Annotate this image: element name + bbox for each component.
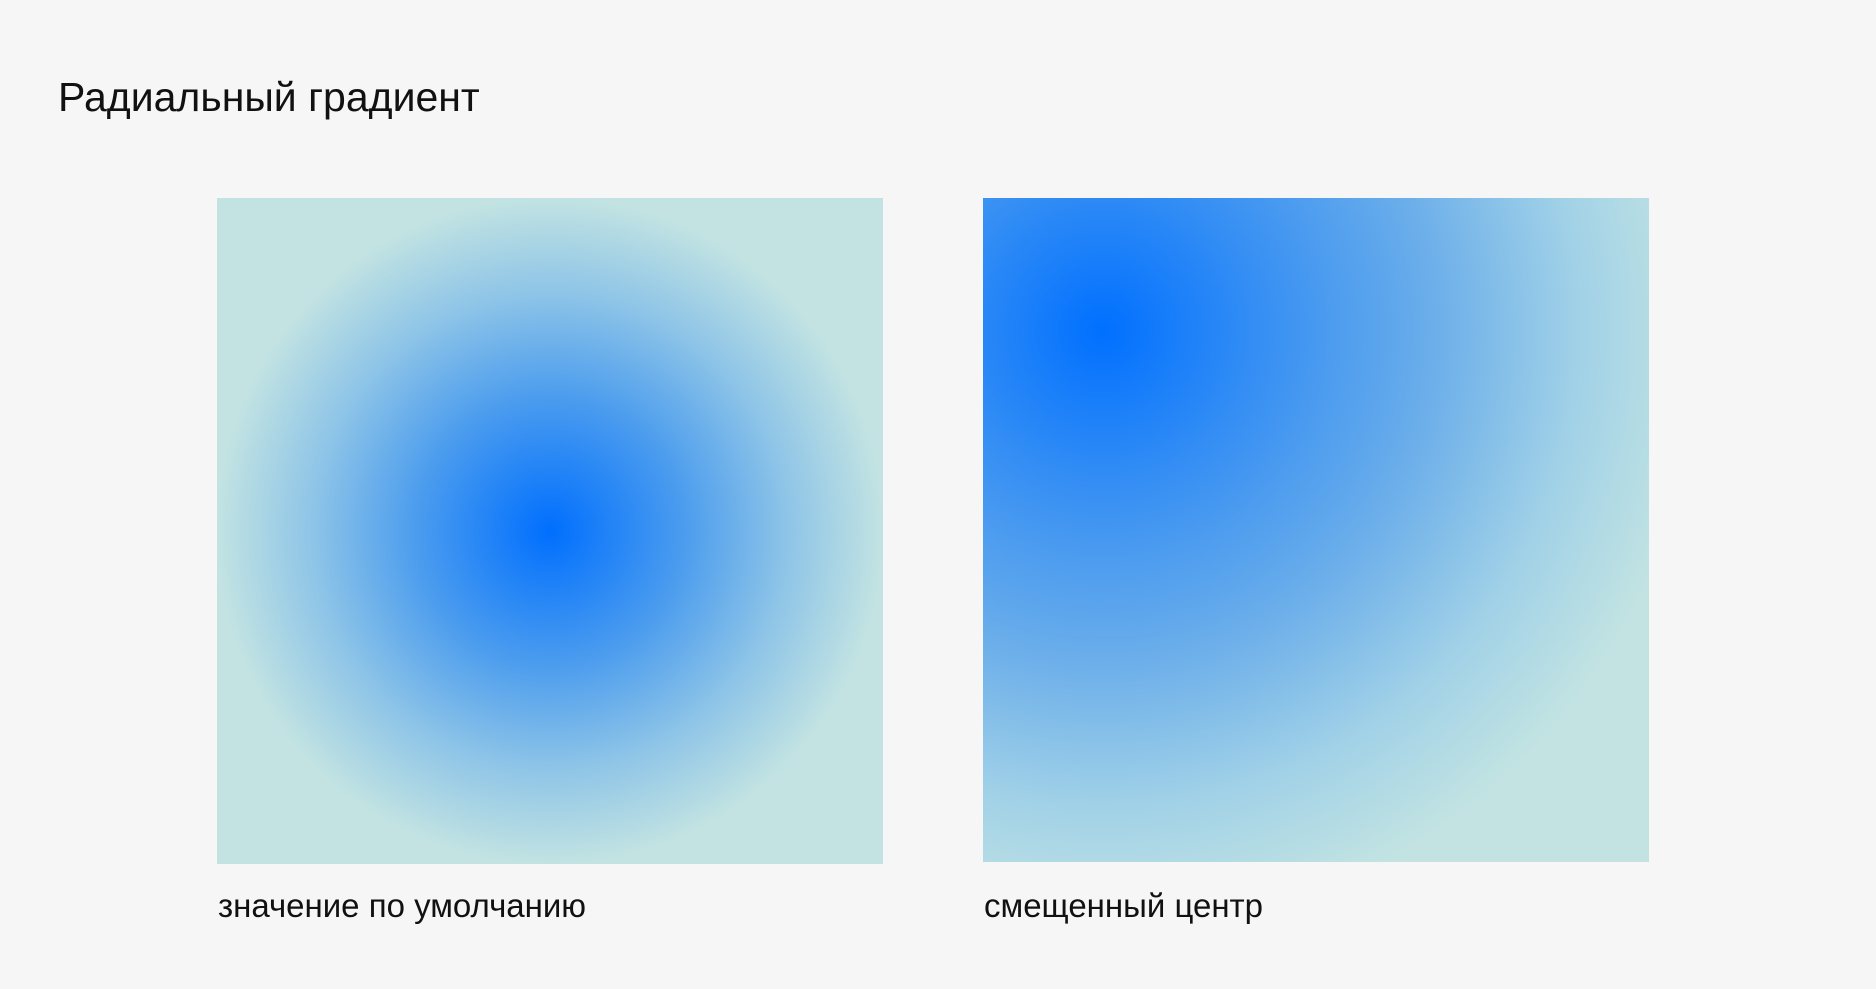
caption-offset-gradient: смещенный центр	[984, 884, 1263, 928]
radial-gradient-offset-center-swatch	[983, 198, 1649, 862]
radial-gradient-default-swatch	[217, 198, 883, 864]
caption-default-gradient: значение по умолчанию	[218, 884, 586, 928]
page-title: Радиальный градиент	[58, 72, 480, 122]
